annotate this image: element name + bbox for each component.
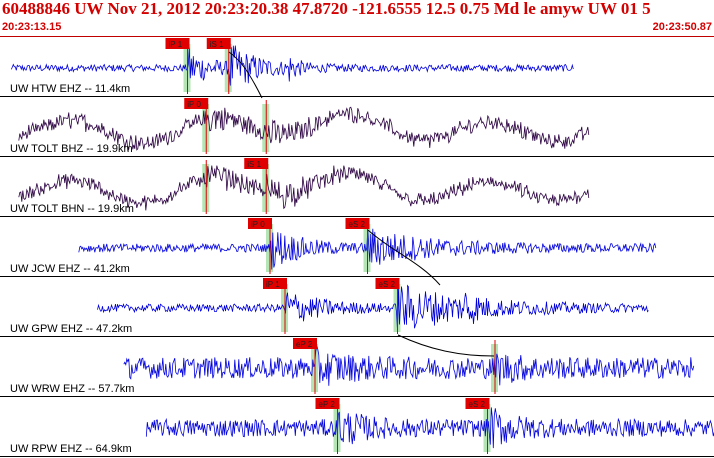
- trace-row: UW TOLT BHZ -- 19.9km iP 0: [0, 98, 714, 157]
- pick-label: iP 0: [187, 100, 201, 109]
- pick-label: iP 1: [266, 280, 280, 289]
- pick-label: eS 2: [469, 400, 486, 409]
- trace-label: UW RPW EHZ -- 64.9km: [10, 443, 132, 455]
- pick-marker: [248, 218, 272, 229]
- waveform-trace: [18, 165, 590, 211]
- pick-marker: [375, 278, 400, 289]
- moveout-curve: [228, 51, 263, 99]
- trace-label: UW WRW EHZ -- 57.7km: [10, 383, 134, 395]
- pick-marker: [206, 38, 231, 49]
- pick-label: iS 1: [210, 40, 224, 49]
- trace-label: UW TOLT BHZ -- 19.9km: [10, 143, 133, 155]
- trace-label: UW JCW EHZ -- 41.2km: [10, 263, 130, 275]
- pick-label: eS 2: [379, 280, 396, 289]
- pick-label: eP 2: [296, 340, 313, 349]
- end-time: 20:23:50.87: [652, 21, 712, 33]
- pick-label: iP 1: [169, 40, 183, 49]
- start-time: 20:23:13.15: [2, 21, 62, 33]
- trace-row: UW TOLT BHN -- 19.9km iS 1: [0, 158, 714, 217]
- pick-marker: [315, 398, 340, 409]
- waveform-trace: [145, 407, 714, 449]
- pick-label: iS 1: [247, 160, 261, 169]
- pick-marker: [165, 38, 190, 49]
- pick-marker: [345, 218, 370, 229]
- waveform-trace: [123, 344, 695, 386]
- trace-label: UW TOLT BHN -- 19.9km: [10, 203, 134, 215]
- waveform-trace: [10, 45, 574, 86]
- trace-label: UW HTW EHZ -- 11.4km: [10, 83, 130, 95]
- trace-label: UW GPW EHZ -- 47.2km: [10, 323, 132, 335]
- pick-marker: [244, 158, 269, 169]
- moveout-curve: [367, 229, 495, 357]
- trace-row: UW HTW EHZ -- 11.4km iP 1 iS 1: [0, 38, 714, 97]
- pick-label: iP 0: [251, 220, 265, 229]
- pick-marker: [184, 98, 209, 109]
- waveform-trace: [18, 106, 590, 152]
- trace-row: UW JCW EHZ -- 41.2km iP 0 eS 2: [0, 218, 714, 277]
- pick-marker: [293, 338, 317, 349]
- trace-row: UW WRW EHZ -- 57.7km eP 2: [0, 338, 714, 397]
- pick-label: eP 2: [319, 400, 336, 409]
- pick-marker: [263, 278, 287, 289]
- waveform-trace: [97, 284, 649, 331]
- event-title: 60488846 UW Nov 21, 2012 20:23:20.38 47.…: [2, 0, 651, 18]
- trace-row: UW GPW EHZ -- 47.2km iP 1 eS 2: [0, 278, 714, 337]
- pick-label: eS 2: [349, 220, 366, 229]
- record-header: 60488846 UW Nov 21, 2012 20:23:20.38 47.…: [0, 0, 714, 36]
- pick-marker: [465, 398, 490, 409]
- trace-row: UW RPW EHZ -- 64.9km eP 2 eS 2: [0, 398, 714, 457]
